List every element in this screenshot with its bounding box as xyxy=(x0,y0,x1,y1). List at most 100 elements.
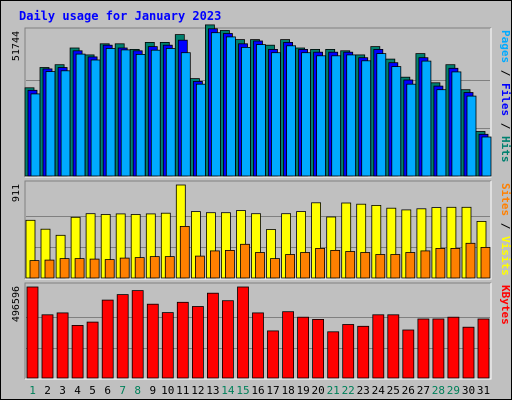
day-label-28: 28 xyxy=(432,384,445,397)
legend-part: Pages xyxy=(499,30,512,63)
bar-kbytes-day-29 xyxy=(447,316,460,379)
panel-hits: 51744 Pages / Files / Hits xyxy=(11,24,512,178)
day-label-10: 10 xyxy=(161,384,174,397)
day-label-12: 12 xyxy=(191,384,204,397)
bar-sites-day-1 xyxy=(29,260,40,279)
bar-kbytes-day-30 xyxy=(462,326,475,379)
panel-bevel-light xyxy=(25,28,492,178)
day-label-19: 19 xyxy=(296,384,309,397)
bar-pages-day-7 xyxy=(120,49,131,177)
bar-sites-day-30 xyxy=(465,242,476,279)
day-label-8: 8 xyxy=(134,384,141,397)
bar-sites-day-16 xyxy=(255,252,265,279)
bar-sites-day-19 xyxy=(300,252,311,279)
bar-kbytes-day-2 xyxy=(41,314,54,379)
bar-pages-day-24 xyxy=(376,53,387,177)
bar-sites-day-9 xyxy=(149,256,160,279)
bar-sites-day-18 xyxy=(285,254,296,279)
bar-pages-day-16 xyxy=(256,44,266,177)
bar-pages-day-6 xyxy=(105,48,116,177)
day-label-21: 21 xyxy=(327,384,340,397)
bar-kbytes-day-21 xyxy=(327,331,340,379)
bar-sites-day-26 xyxy=(405,252,416,279)
bar-pages-day-14 xyxy=(225,36,236,177)
bar-sites-day-31 xyxy=(480,246,491,279)
bar-sites-day-11 xyxy=(179,225,190,279)
bar-kbytes-day-4 xyxy=(71,324,84,379)
bar-pages-day-17 xyxy=(271,52,281,177)
bar-sites-day-17 xyxy=(270,258,280,279)
bar-pages-day-23 xyxy=(361,60,372,177)
bar-sites-day-27 xyxy=(420,250,431,279)
bar-kbytes-day-6 xyxy=(101,299,114,379)
bar-kbytes-day-9 xyxy=(146,303,159,379)
legend-part: Visits xyxy=(499,236,512,276)
bar-pages-day-26 xyxy=(406,83,417,177)
bar-kbytes-day-23 xyxy=(357,325,370,379)
day-label-16: 16 xyxy=(251,384,264,397)
chart-title: Daily usage for January 2023 xyxy=(19,9,221,23)
panel-visits: 911 Sites / Visits xyxy=(11,180,512,280)
day-label-24: 24 xyxy=(372,384,386,397)
bar-sites-day-14 xyxy=(224,249,235,279)
bar-kbytes-day-12 xyxy=(191,306,204,379)
bar-kbytes-day-26 xyxy=(402,329,415,379)
bar-kbytes-day-5 xyxy=(86,321,99,379)
legend-part: / xyxy=(499,63,512,83)
bar-pages-day-3 xyxy=(60,70,71,177)
bar-pages-day-5 xyxy=(90,59,101,177)
legend-part: KBytes xyxy=(499,285,512,325)
bar-sites-day-22 xyxy=(345,251,356,279)
bar-pages-day-30 xyxy=(466,95,477,177)
day-label-6: 6 xyxy=(104,384,111,397)
bar-pages-day-10 xyxy=(165,48,176,177)
panel-kbytes-legend: KBytes xyxy=(499,285,512,325)
bar-sites-day-24 xyxy=(375,254,386,279)
day-label-22: 22 xyxy=(342,384,355,397)
bar-kbytes-day-19 xyxy=(297,316,310,379)
bar-kbytes-day-22 xyxy=(342,324,355,379)
bar-pages-day-27 xyxy=(421,60,432,177)
day-label-30: 30 xyxy=(462,384,475,397)
bar-sites-day-20 xyxy=(315,247,326,279)
day-label-26: 26 xyxy=(402,384,415,397)
bar-pages-day-20 xyxy=(316,55,327,177)
bar-pages-day-19 xyxy=(301,52,312,177)
bar-kbytes-day-14 xyxy=(221,300,234,379)
bar-kbytes-day-15 xyxy=(237,286,249,379)
bar-pages-day-8 xyxy=(135,54,146,177)
panel-kbytes: 496596 KBytes xyxy=(11,282,512,380)
bar-kbytes-day-1 xyxy=(26,286,39,379)
day-label-27: 27 xyxy=(417,384,430,397)
bar-sites-day-7 xyxy=(119,257,130,279)
bar-pages-day-1 xyxy=(30,93,41,177)
legend-part: Files xyxy=(499,83,512,116)
day-label-4: 4 xyxy=(74,384,81,397)
panel-bevel-dark xyxy=(24,282,491,379)
legend-part: Sites xyxy=(499,183,512,216)
bar-kbytes-day-11 xyxy=(176,301,189,379)
bar-kbytes-day-8 xyxy=(131,290,144,379)
bar-sites-day-28 xyxy=(435,247,446,279)
bar-sites-day-12 xyxy=(194,255,205,279)
panel-visits-max-label: 911 xyxy=(11,184,22,202)
day-label-29: 29 xyxy=(447,384,460,397)
legend-part: / xyxy=(499,216,512,236)
day-label-1: 1 xyxy=(29,384,36,397)
bar-kbytes-day-27 xyxy=(417,318,430,379)
day-label-3: 3 xyxy=(59,384,66,397)
bar-sites-day-29 xyxy=(450,247,461,279)
bar-sites-day-2 xyxy=(44,259,55,279)
bar-pages-day-22 xyxy=(346,54,357,177)
bar-pages-day-21 xyxy=(331,55,342,177)
day-label-7: 7 xyxy=(119,384,126,397)
bar-sites-day-15 xyxy=(240,243,250,279)
panel-hits-max-label: 51744 xyxy=(11,31,22,61)
bar-pages-day-15 xyxy=(241,47,251,177)
day-label-25: 25 xyxy=(387,384,400,397)
bar-sites-day-10 xyxy=(164,256,175,279)
day-label-18: 18 xyxy=(281,384,294,397)
bar-sites-day-8 xyxy=(134,257,145,279)
bar-kbytes-day-18 xyxy=(282,311,295,379)
